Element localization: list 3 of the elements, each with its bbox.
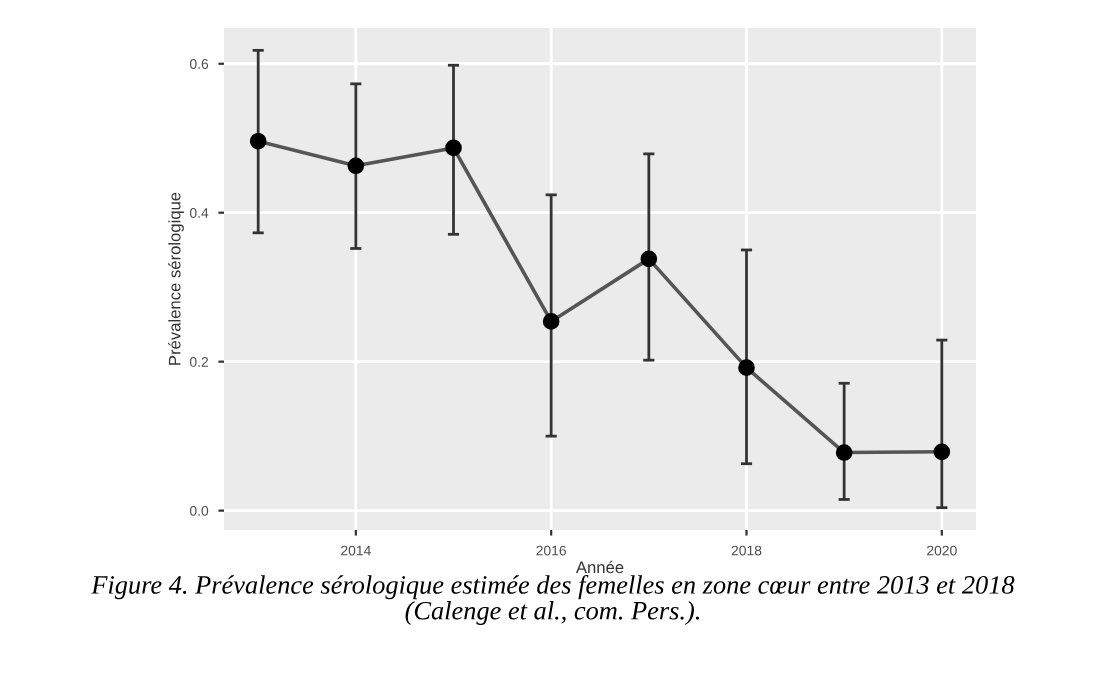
x-axis-title: Année bbox=[575, 560, 624, 574]
caption: Figure 4. Prévalence sérologique estimée des femelles en zone cœur entre 2013 et 2018 (Calenge et al., com. Pers.). bbox=[91, 575, 1015, 625]
y-axis-title: Prévalence sérologique bbox=[168, 192, 184, 365]
